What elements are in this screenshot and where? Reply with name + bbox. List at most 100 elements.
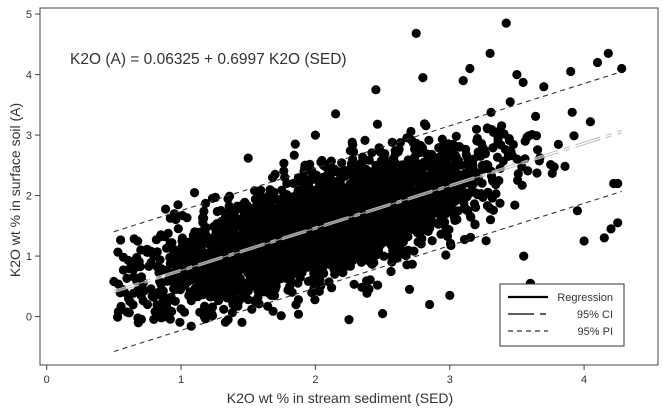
outlier-point — [512, 70, 522, 80]
data-point — [201, 223, 211, 233]
data-point — [334, 193, 344, 203]
data-point — [149, 314, 159, 324]
data-point — [113, 247, 123, 257]
data-point — [116, 235, 126, 245]
y-axis-ticks: 0 1 2 3 4 5 — [26, 9, 40, 324]
data-point — [330, 180, 340, 190]
y-tick-label: 1 — [26, 251, 32, 263]
data-point — [527, 130, 537, 140]
data-point — [513, 169, 523, 179]
data-point — [156, 279, 166, 289]
data-point — [389, 205, 399, 215]
data-point — [165, 252, 175, 263]
outlier-point — [579, 236, 589, 246]
data-point — [369, 194, 379, 204]
data-point — [308, 249, 318, 259]
data-point — [553, 139, 564, 149]
data-point — [411, 138, 421, 148]
outlier-point — [606, 224, 616, 234]
data-point — [194, 232, 204, 242]
data-point — [316, 194, 326, 204]
data-point — [146, 284, 156, 294]
data-point — [357, 252, 368, 262]
data-point — [228, 262, 238, 272]
data-point — [467, 158, 477, 168]
data-point — [414, 168, 424, 178]
data-point — [518, 77, 528, 87]
data-point — [200, 301, 210, 311]
data-point — [179, 307, 190, 317]
data-point — [560, 161, 570, 171]
data-point — [136, 314, 146, 324]
data-point — [252, 297, 262, 307]
data-point — [270, 269, 281, 279]
outlier-point — [613, 178, 623, 189]
data-point — [173, 224, 183, 234]
data-point — [520, 136, 530, 146]
data-point — [169, 277, 179, 287]
data-point — [304, 165, 314, 175]
data-point — [169, 283, 179, 293]
outlier-point — [485, 48, 495, 59]
data-point — [373, 280, 383, 290]
data-point — [208, 302, 218, 312]
data-point — [347, 221, 357, 231]
data-point — [190, 283, 200, 293]
data-point — [360, 237, 370, 247]
data-point — [284, 215, 294, 225]
outlier-point — [411, 28, 421, 38]
data-point — [441, 209, 451, 219]
data-point — [450, 215, 460, 225]
data-point — [242, 200, 252, 210]
data-point — [249, 223, 259, 233]
data-point — [445, 238, 456, 248]
ci-upper-line — [113, 129, 622, 291]
outlier-point — [592, 57, 603, 68]
data-point — [348, 248, 358, 258]
data-point — [465, 165, 475, 175]
data-point — [113, 307, 123, 317]
data-point — [362, 276, 372, 286]
data-point — [427, 236, 437, 246]
y-tick-label: 0 — [26, 312, 32, 324]
data-point — [251, 280, 261, 290]
data-point — [219, 304, 229, 314]
data-point — [279, 158, 289, 168]
outlier-point — [617, 63, 627, 74]
data-point — [136, 291, 146, 301]
data-point — [354, 193, 364, 203]
y-tick-label: 2 — [26, 191, 32, 203]
outlier-point — [603, 48, 613, 59]
data-point — [517, 162, 527, 172]
data-point — [165, 238, 175, 248]
data-point — [306, 192, 317, 202]
data-point — [191, 271, 201, 281]
data-point — [321, 237, 331, 247]
data-point — [257, 263, 267, 273]
data-point — [422, 149, 432, 159]
outlier-point — [425, 299, 435, 310]
data-point — [404, 213, 414, 224]
outlier-point — [572, 206, 583, 216]
data-point — [161, 204, 171, 214]
data-point — [268, 306, 278, 316]
legend: Regression 95% CI 95% PI — [499, 283, 625, 347]
data-point — [348, 256, 358, 266]
data-point — [351, 205, 361, 215]
data-point — [199, 206, 209, 216]
data-point — [510, 200, 520, 210]
data-point — [402, 260, 412, 270]
data-point — [299, 242, 309, 253]
data-point — [276, 219, 286, 229]
data-point — [179, 242, 189, 252]
data-point — [354, 226, 364, 236]
data-point — [309, 174, 319, 184]
data-point — [477, 178, 487, 188]
data-point — [224, 201, 234, 211]
regression-equation: K2O (A) = 0.06325 + 0.6997 K2O (SED) — [70, 51, 347, 68]
data-point — [307, 288, 317, 298]
data-point — [304, 258, 315, 268]
data-point — [129, 234, 139, 244]
x-axis-label: K2O wt % in stream sediment (SED) — [227, 390, 453, 406]
lines-layer — [113, 71, 622, 353]
